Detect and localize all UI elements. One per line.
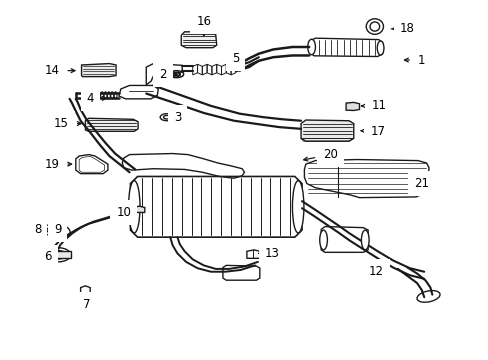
Text: 19: 19 xyxy=(44,158,72,171)
Ellipse shape xyxy=(361,230,368,250)
Text: 6: 6 xyxy=(44,251,52,264)
Text: 15: 15 xyxy=(54,117,81,130)
Polygon shape xyxy=(181,32,216,48)
Ellipse shape xyxy=(307,39,315,55)
Text: 2: 2 xyxy=(159,68,176,81)
Polygon shape xyxy=(134,206,144,212)
Text: 1: 1 xyxy=(404,54,425,67)
Text: 4: 4 xyxy=(86,93,106,105)
Text: 8: 8 xyxy=(34,223,41,236)
Text: 17: 17 xyxy=(360,125,385,138)
Text: 7: 7 xyxy=(82,298,90,311)
Text: 11: 11 xyxy=(361,99,386,112)
Polygon shape xyxy=(79,156,104,172)
Text: 3: 3 xyxy=(173,111,181,124)
Text: 5: 5 xyxy=(232,52,239,65)
Text: 10: 10 xyxy=(116,206,131,219)
Text: 14: 14 xyxy=(44,64,75,77)
Text: 18: 18 xyxy=(390,22,414,35)
Text: 9: 9 xyxy=(54,223,61,236)
Text: 21: 21 xyxy=(413,177,428,190)
Text: 20: 20 xyxy=(303,148,338,161)
Text: 13: 13 xyxy=(258,247,279,260)
Ellipse shape xyxy=(292,181,304,233)
Text: 12: 12 xyxy=(368,265,383,278)
Ellipse shape xyxy=(376,41,383,55)
Ellipse shape xyxy=(128,181,140,233)
Ellipse shape xyxy=(41,227,48,233)
Polygon shape xyxy=(47,251,71,258)
Polygon shape xyxy=(85,118,138,131)
Text: 16: 16 xyxy=(196,15,211,36)
Polygon shape xyxy=(346,102,359,111)
Polygon shape xyxy=(301,120,353,141)
Polygon shape xyxy=(81,64,116,77)
Ellipse shape xyxy=(319,230,327,250)
